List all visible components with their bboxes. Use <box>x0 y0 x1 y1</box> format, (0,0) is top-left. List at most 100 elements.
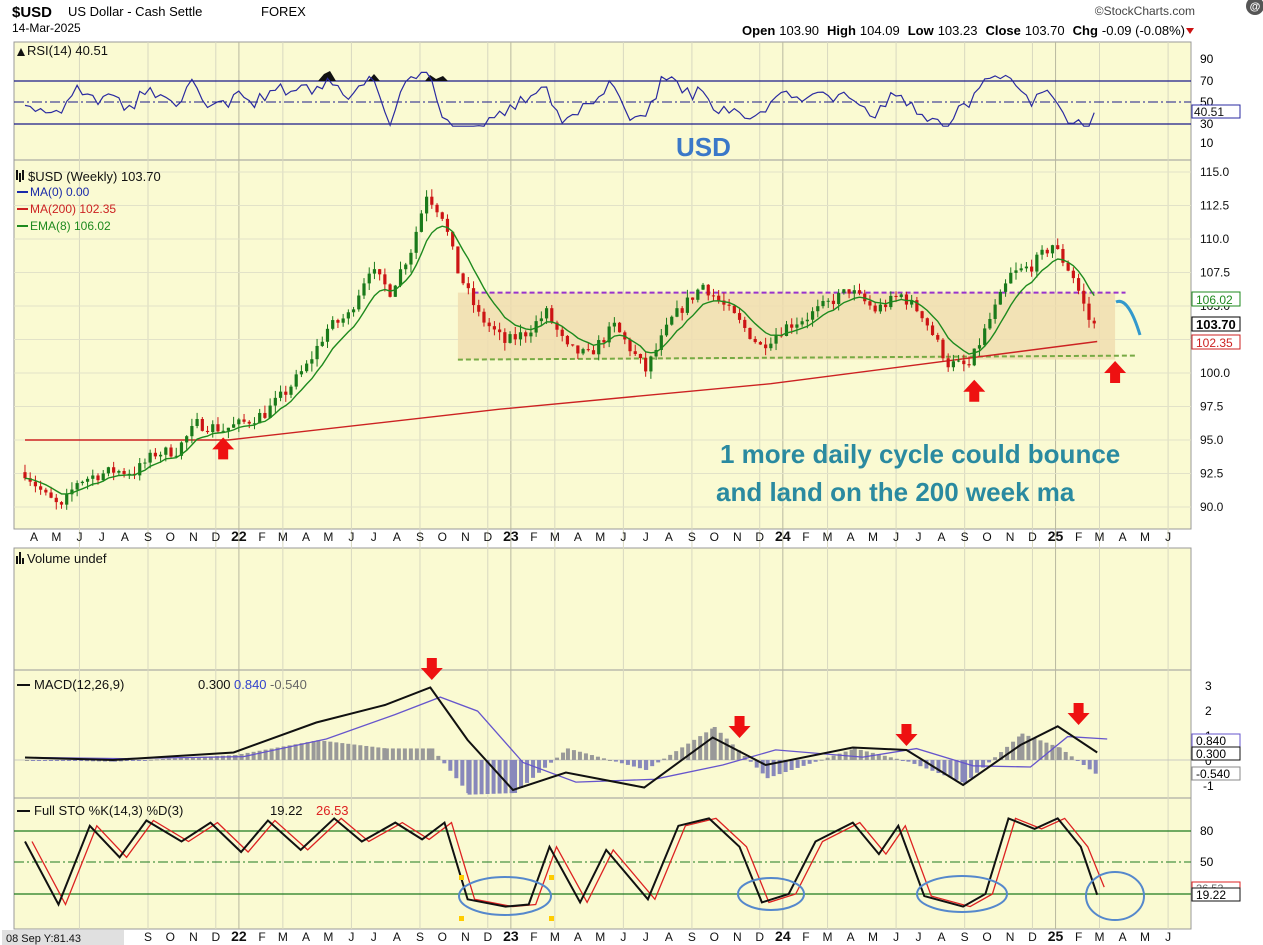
candle-body <box>790 324 794 328</box>
histogram-bar <box>801 760 806 766</box>
ohlc-value: 103.70 <box>1025 23 1065 38</box>
histogram-bar <box>36 760 41 761</box>
candle-body <box>920 311 924 319</box>
candle-body <box>941 339 945 359</box>
candle-body <box>440 212 444 219</box>
price-gridlines <box>14 171 1191 508</box>
candle-body <box>456 246 460 274</box>
histogram-bar <box>876 754 881 760</box>
month-label: J <box>348 930 354 944</box>
histogram-bar <box>819 759 824 761</box>
candle-body <box>983 328 987 346</box>
stoch-legend-prefix: Full STO %K(14,3) %D(3) <box>34 803 183 818</box>
candle-body <box>185 436 189 443</box>
histogram-bar <box>813 760 818 762</box>
volume-bars-icon <box>16 552 24 564</box>
histogram-bar <box>245 752 250 760</box>
up-arrow-icon <box>212 437 235 460</box>
badge-icon <box>1246 0 1263 15</box>
month-label: S <box>688 930 696 944</box>
month-label: D <box>755 930 764 944</box>
rsi-tick: 10 <box>1200 136 1214 150</box>
histogram-bar <box>448 760 453 771</box>
candle-body <box>65 494 69 505</box>
month-label: A <box>393 930 401 944</box>
candle-body <box>675 308 679 317</box>
candle-body <box>899 294 903 298</box>
candle-body <box>33 481 38 487</box>
candle-body <box>414 231 418 253</box>
candle-body <box>753 338 757 343</box>
candle-body <box>1014 270 1018 273</box>
candle-body <box>211 424 215 433</box>
month-label: S <box>688 530 696 544</box>
candle-body <box>1071 270 1075 279</box>
month-label: N <box>733 930 742 944</box>
histogram-bar <box>513 760 518 793</box>
histogram-bar <box>577 751 582 760</box>
month-label: D <box>483 930 492 944</box>
month-label: N <box>1006 530 1015 544</box>
histogram-bar <box>24 760 29 761</box>
down-arrow-icon <box>728 716 751 738</box>
histogram-bar <box>390 748 395 760</box>
legend-ma0: MA(0) 0.00 <box>30 185 90 199</box>
candle-body <box>831 300 836 305</box>
candle-body <box>232 424 236 428</box>
histogram-bar <box>948 760 953 778</box>
candle-body <box>503 332 507 343</box>
selection-handle[interactable] <box>549 875 554 880</box>
down-arrow-icon <box>895 724 918 746</box>
month-label: N <box>1006 930 1015 944</box>
candle-body <box>1056 245 1060 250</box>
rsi-legend: RSI(14) 40.51 <box>17 43 108 58</box>
month-label: A <box>121 530 129 544</box>
histogram-bar <box>969 760 974 778</box>
histogram-bar <box>190 757 195 760</box>
histogram-bar <box>712 727 717 760</box>
chart-label-usd: USD <box>676 132 731 162</box>
candle-body <box>727 304 731 306</box>
ohlc-label: Open <box>742 23 775 38</box>
candle-body <box>910 300 914 305</box>
histogram-bar <box>1081 760 1086 765</box>
rsi-tick: 90 <box>1200 52 1214 66</box>
selection-handle[interactable] <box>549 916 554 921</box>
histogram-bar <box>376 747 381 760</box>
macd-signal-line <box>34 696 1108 783</box>
corner-badge[interactable]: @ <box>1246 0 1263 15</box>
month-label: A <box>847 930 855 944</box>
candle-body <box>138 463 142 476</box>
histogram-bar <box>555 757 560 760</box>
candle-body <box>430 196 434 205</box>
month-label: O <box>710 530 719 544</box>
oversold-circle <box>737 877 805 911</box>
candle-body <box>936 335 940 340</box>
candle-body <box>1019 268 1023 271</box>
histogram-bar <box>549 760 554 763</box>
histogram-bar <box>263 749 268 760</box>
macd-signal-tag-text: 0.840 <box>1196 734 1226 748</box>
candle-body <box>336 320 340 323</box>
histogram-bar <box>503 760 508 794</box>
histogram-bar <box>78 760 83 762</box>
candle-body <box>1035 254 1039 272</box>
histogram-bar <box>60 760 65 761</box>
month-label: F <box>802 930 809 944</box>
selection-handle[interactable] <box>459 916 464 921</box>
price-value-tag-text: 102.35 <box>1196 336 1233 350</box>
selection-handle[interactable] <box>459 875 464 880</box>
histogram-bar <box>485 760 490 794</box>
candle-body <box>696 289 700 300</box>
candle-body <box>117 470 121 473</box>
histogram-bar <box>166 758 171 760</box>
cursor-readout: 08 Sep Y:81.43 <box>6 933 81 945</box>
symbol: $USD <box>12 4 52 21</box>
candle-body <box>988 318 992 329</box>
histogram-bar <box>1063 751 1068 760</box>
candle-body <box>628 339 632 352</box>
histogram-bar <box>601 758 606 760</box>
histogram-bar <box>894 758 899 760</box>
candle-body <box>638 354 643 359</box>
histogram-bar <box>825 757 830 760</box>
